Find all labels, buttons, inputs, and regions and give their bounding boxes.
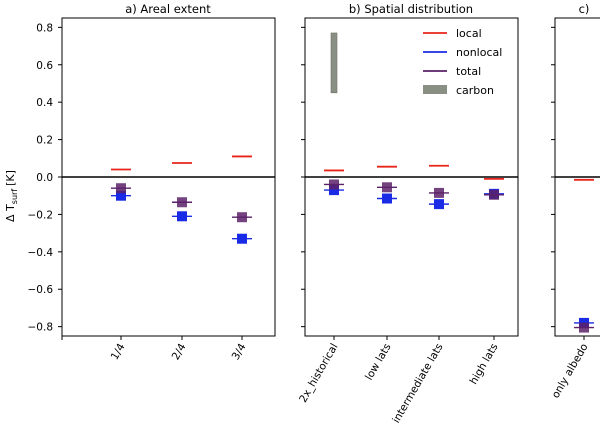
total-point xyxy=(579,322,589,333)
nonlocal-point xyxy=(237,233,247,244)
legend-nonlocal-label: nonlocal xyxy=(456,46,502,59)
nonlocal-point xyxy=(329,185,339,196)
nonlocal-point xyxy=(434,199,444,210)
x-tick-label: only albedo xyxy=(550,342,591,401)
y-axis-label: Δ Tsurf[K] xyxy=(4,170,19,222)
x-tick-label: intermediate lats xyxy=(390,342,445,426)
y-tick-label: 0.2 xyxy=(36,135,53,147)
y-tick-label: −0.4 xyxy=(28,247,54,259)
x-tick-label: low lats xyxy=(363,342,394,383)
total-point xyxy=(329,179,339,190)
panel-c-title: c) xyxy=(579,2,590,16)
y-tick-label: 0.0 xyxy=(36,172,53,184)
legend-total-label: total xyxy=(456,65,481,78)
x-tick-label: 2/4 xyxy=(170,341,189,362)
total-point xyxy=(116,183,126,194)
y-tick-label: 0.6 xyxy=(36,60,53,72)
x-tick-label: high lats xyxy=(468,342,501,387)
panel-a: a) Areal extent 1/4 2/4 3/4 xyxy=(61,2,276,362)
panel-b: b) Spatial distribution 2x_historical low… xyxy=(297,2,519,426)
panel-a-marks xyxy=(62,155,275,244)
panel-c-ticks: only albedo xyxy=(550,336,591,400)
nonlocal-point xyxy=(177,211,187,222)
legend: local nonlocal total carbon xyxy=(423,27,502,97)
total-point xyxy=(382,182,392,193)
y-tick-label: −0.8 xyxy=(28,322,54,334)
legend-local-label: local xyxy=(456,27,482,40)
total-point xyxy=(177,197,187,208)
x-tick-label: 3/4 xyxy=(230,341,249,362)
panel-c-marks xyxy=(555,176,600,333)
y-axis-ticks: −0.8 −0.6 −0.4 −0.2 0.0 0.2 0.4 0.6 0.8 xyxy=(28,22,555,334)
y-tick-label: 0.4 xyxy=(36,97,53,109)
panel-b-marks xyxy=(305,32,518,210)
x-tick-label: 2x_historical xyxy=(297,342,340,405)
legend-carbon-swatch xyxy=(423,85,447,94)
carbon-bar xyxy=(330,32,338,94)
panel-c: c) only albedo xyxy=(550,2,600,400)
total-point xyxy=(434,187,444,198)
y-tick-label: −0.2 xyxy=(28,209,54,221)
panel-b-title: b) Spatial distribution xyxy=(349,2,473,16)
total-point xyxy=(489,189,499,200)
y-tick-label: 0.8 xyxy=(36,22,53,34)
panel-a-title: a) Areal extent xyxy=(125,2,211,16)
total-point xyxy=(237,212,247,223)
x-tick-label: 1/4 xyxy=(109,341,128,362)
nonlocal-point xyxy=(116,190,126,201)
panel-a-ticks: 1/4 2/4 3/4 xyxy=(61,336,249,362)
legend-carbon-label: carbon xyxy=(456,84,494,97)
nonlocal-point xyxy=(382,193,392,204)
y-tick-label: −0.6 xyxy=(28,284,54,296)
